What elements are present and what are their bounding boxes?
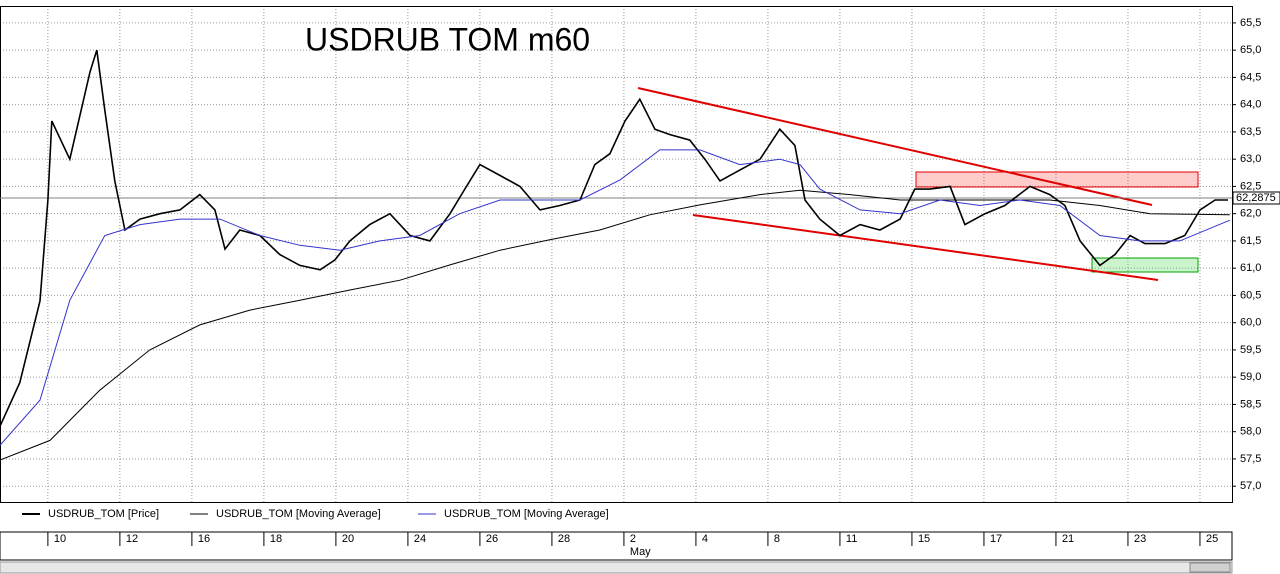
legend: USDRUB_TOM [Price] USDRUB_TOM [Moving Ave…: [22, 508, 609, 520]
y-tick-label: 65,0: [1240, 44, 1261, 56]
trend-line: [637, 87, 1153, 206]
series-line: [0, 149, 1230, 446]
y-tick-label: 57,5: [1240, 453, 1261, 465]
y-tick-label: 64,5: [1240, 71, 1261, 83]
y-tick-label: 60,0: [1240, 317, 1261, 329]
x-tick-label: 23: [1134, 533, 1146, 545]
y-tick-label: 61,0: [1240, 262, 1261, 274]
x-tick-label: 11: [846, 533, 857, 545]
month-label: May: [630, 546, 651, 558]
plot: [0, 49, 1232, 461]
x-tick-label: 4: [702, 533, 708, 545]
x-tick-label: 8: [774, 533, 780, 545]
y-tick-label: 65,5: [1240, 17, 1261, 29]
y-tick-label: 58,5: [1240, 398, 1261, 410]
x-tick-label: 16: [198, 533, 210, 545]
y-tick-label: 62,5: [1240, 180, 1261, 192]
date-axis: [0, 531, 1233, 561]
grid: [0, 6, 1232, 502]
legend-label: USDRUB_TOM [Price]: [48, 508, 159, 520]
x-tick-label: 25: [1206, 533, 1218, 545]
y-tick-label: 62,0: [1240, 208, 1261, 220]
x-tick-label: 2: [630, 533, 636, 545]
x-tick-label: 17: [990, 533, 1002, 545]
x-tick-label: 28: [558, 533, 570, 545]
support-zone: [1091, 257, 1199, 273]
x-tick-label: 24: [414, 533, 426, 545]
x-tick-label: 18: [270, 533, 282, 545]
x-tick-label: 12: [126, 533, 138, 545]
y-tick-label: 61,5: [1240, 235, 1261, 247]
y-tick-label: 57,0: [1240, 480, 1261, 492]
scrollbar[interactable]: [0, 561, 1233, 574]
y-tick-label: 60,5: [1240, 289, 1261, 301]
y-tick-label: 59,5: [1240, 344, 1261, 356]
x-tick-label: 21: [1062, 533, 1074, 545]
x-tick-label: 20: [342, 533, 354, 545]
last-price-label: 62,2875: [1236, 192, 1276, 204]
chart-title: USDRUB TOM m60: [305, 21, 590, 57]
x-tick-label: 10: [54, 533, 66, 545]
series-line: [0, 189, 1230, 461]
y-tick-label: 63,0: [1240, 153, 1261, 165]
y-tick-label: 58,0: [1240, 426, 1261, 438]
y-tick-label: 64,0: [1240, 99, 1261, 111]
trend-line: [692, 214, 1159, 281]
scroll-thumb[interactable]: [1189, 562, 1231, 573]
y-tick-label: 63,5: [1240, 126, 1261, 138]
resistance-zone: [915, 171, 1199, 188]
legend-label: USDRUB_TOM [Moving Average]: [444, 508, 609, 520]
y-tick-label: 59,0: [1240, 371, 1261, 383]
x-tick-label: 15: [918, 533, 930, 545]
x-tick-label: 26: [486, 533, 498, 545]
legend-label: USDRUB_TOM [Moving Average]: [216, 508, 381, 520]
series-line: [0, 49, 1228, 427]
plot-frame: [0, 6, 1233, 503]
last-price-box: [1232, 191, 1280, 205]
